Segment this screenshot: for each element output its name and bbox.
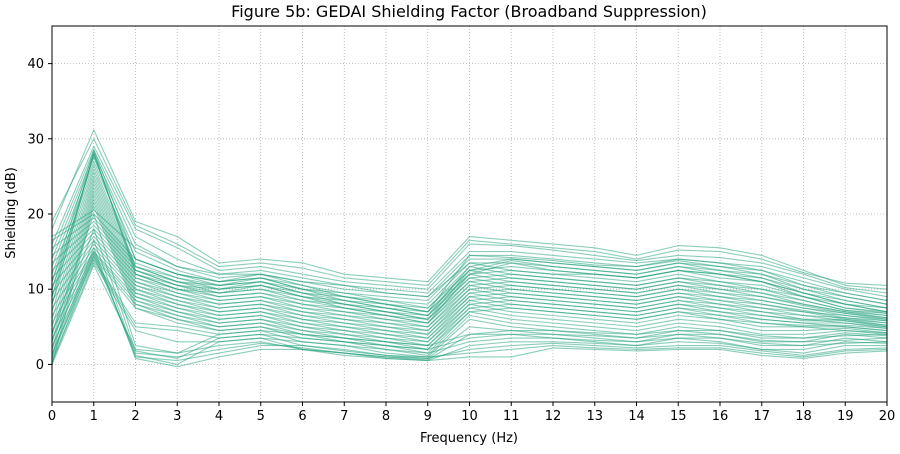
x-tick-label: 10 [461,409,478,424]
series-line-43 [51,213,888,354]
series-line-37 [51,264,887,365]
x-tick-label: 2 [131,409,139,424]
x-tick-label: 5 [257,409,265,424]
x-tick-label: 8 [382,409,390,424]
y-tick-label: 20 [27,208,44,223]
x-tick-label: 20 [879,409,896,424]
x-tick-label: 6 [298,409,306,424]
series-line-42 [51,228,888,359]
axis-ticks: 0 1 2 3 4 5 6 7 8 9 10 11 12 13 14 15 16 17 18 19 2001020304… [27,57,895,424]
series-line-22 [51,220,888,317]
series-line-3 [51,149,888,298]
series-line-28 [51,243,888,339]
series-line-35 [51,260,888,359]
series-line-26 [51,236,888,332]
series-line-29 [51,247,888,343]
x-tick-label: 9 [424,409,432,424]
x-tick-label: 4 [215,409,223,424]
series-line-31 [51,252,888,350]
series-line-25 [51,232,888,328]
x-axis-label: Frequency (Hz) [420,431,518,446]
series-line-41 [51,239,888,365]
x-tick-label: 0 [48,409,56,424]
x-tick-label: 11 [503,409,520,424]
x-tick-label: 3 [173,409,181,424]
y-axis-label: Shielding (dB) [4,167,19,259]
x-tick-label: 1 [90,409,98,424]
series-line-27 [51,239,888,335]
y-tick-label: 30 [27,132,44,147]
x-tick-label: 18 [795,409,812,424]
series-line-48 [51,138,888,286]
series-line-34 [51,258,888,358]
series-line-24 [51,228,888,324]
x-tick-label: 14 [628,409,645,424]
series-line-1 [51,129,888,290]
series-line-33 [51,257,888,356]
x-tick-label: 15 [670,409,687,424]
series-line-23 [51,224,888,320]
series-line-32 [51,254,888,354]
chart-title: Figure 5b: GEDAI Shielding Factor (Broad… [231,2,707,21]
series-line-40 [51,247,888,368]
x-tick-label: 17 [753,409,770,424]
series-line-5 [51,157,888,305]
x-tick-label: 13 [586,409,603,424]
y-tick-label: 10 [27,283,44,298]
x-tick-label: 16 [712,409,729,424]
series-line-30 [51,251,888,347]
y-tick-label: 40 [27,57,44,72]
series-line-45 [51,153,888,320]
series-line-2 [51,145,888,294]
series-line-46 [51,154,888,317]
series-line-47 [51,149,888,313]
x-tick-label: 7 [340,409,348,424]
series-line-38 [51,254,888,364]
y-tick-label: 0 [36,358,44,373]
series-line-21 [51,217,888,314]
x-tick-label: 12 [545,409,562,424]
series-line-39 [51,251,888,362]
x-tick-label: 19 [837,409,854,424]
series-line-44 [51,151,888,324]
series-lines [51,129,888,368]
